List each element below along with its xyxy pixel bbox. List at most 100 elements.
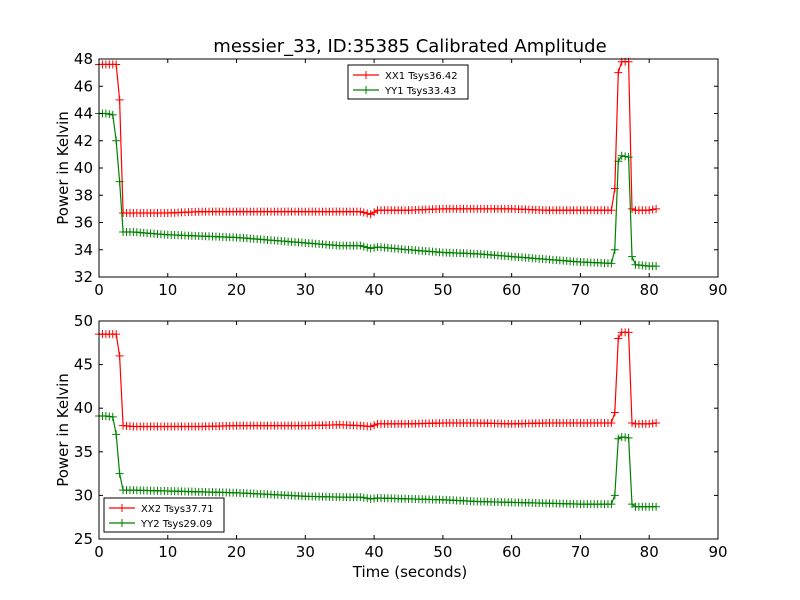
x-tick-label: 60	[502, 281, 521, 299]
x-tick-label: 20	[227, 543, 246, 561]
x-axis-label: Time (seconds)	[352, 563, 468, 581]
data-point-marker	[363, 209, 372, 218]
y-tick-label: 30	[74, 486, 93, 504]
data-point-marker	[645, 206, 654, 215]
data-point-marker	[359, 493, 368, 502]
x-tick-label: 50	[433, 543, 452, 561]
x-tick-label: 40	[365, 543, 384, 561]
data-point-marker	[624, 153, 633, 162]
data-point-marker	[366, 422, 375, 431]
data-point-marker	[617, 151, 626, 160]
x-tick-label: 80	[640, 543, 659, 561]
data-point-marker	[366, 244, 375, 253]
data-point-marker	[624, 433, 633, 442]
x-tick-label: 70	[571, 281, 590, 299]
data-point-marker	[628, 204, 637, 213]
data-point-marker	[607, 500, 616, 509]
x-tick-label: 70	[571, 543, 590, 561]
x-tick-label: 90	[708, 543, 727, 561]
y-tick-label: 44	[74, 105, 93, 123]
data-point-marker	[628, 252, 637, 261]
y-tick-label: 35	[74, 443, 93, 461]
y-tick-label: 40	[74, 159, 93, 177]
data-point-marker	[607, 259, 616, 268]
data-point-marker	[610, 245, 619, 254]
data-point-marker	[356, 207, 365, 216]
data-point-marker	[359, 208, 368, 217]
x-tick-label: 10	[158, 543, 177, 561]
bottom-y-axis-label: Power in Kelvin	[54, 373, 72, 487]
data-point-marker	[105, 110, 114, 119]
data-point-marker	[112, 430, 121, 439]
data-point-marker	[115, 177, 124, 186]
series-markers-1	[95, 57, 661, 219]
y-tick-label: 48	[74, 50, 93, 68]
top-y-axis-label: Power in Kelvin	[54, 111, 72, 225]
y-tick-label: 40	[74, 399, 93, 417]
y-tick-label: 36	[74, 214, 93, 232]
data-point-marker	[363, 243, 372, 252]
data-point-marker	[101, 109, 110, 118]
legend-box	[103, 497, 225, 533]
data-point-marker	[610, 408, 619, 417]
series-markers-2	[95, 412, 661, 511]
data-point-marker	[614, 334, 623, 343]
legend-swatch-marker	[118, 519, 126, 527]
x-tick-label: 10	[158, 281, 177, 299]
chart-title: messier_33, ID:35385 Calibrated Amplitud…	[213, 36, 606, 57]
x-tick-label: 30	[296, 543, 315, 561]
data-point-marker	[610, 491, 619, 500]
data-point-marker	[370, 243, 379, 252]
data-point-marker	[363, 494, 372, 503]
legend-box	[347, 64, 469, 100]
x-tick-label: 0	[94, 281, 104, 299]
legend: XX1 Tsys36.42 YY1 Tsys33.43	[347, 64, 469, 100]
y-tick-label: 46	[74, 77, 93, 95]
data-point-marker	[614, 434, 623, 443]
data-point-marker	[112, 60, 121, 69]
data-point-marker	[628, 419, 637, 428]
data-point-marker	[652, 262, 661, 271]
series-markers-2	[95, 109, 661, 271]
legend-entry-label: YY1 Tsys33.43	[384, 86, 456, 97]
data-point-marker	[607, 206, 616, 215]
x-tick-label: 20	[227, 281, 246, 299]
data-point-marker	[356, 241, 365, 250]
y-tick-label: 25	[74, 530, 93, 548]
top-panel: 0 10 20 30 40 50 60 70 80 90 32 34 36 38 40 42 44 46 48 XX1…	[74, 50, 728, 299]
x-tick-label: 30	[296, 281, 315, 299]
x-tick-label: 0	[94, 543, 104, 561]
legend-swatch-marker	[362, 71, 370, 79]
data-point-marker	[115, 469, 124, 478]
legend-entry-label: XX1 Tsys36.42	[385, 71, 458, 82]
data-point-marker	[108, 110, 117, 119]
x-tick-label: 80	[640, 281, 659, 299]
x-tick-label: 60	[502, 543, 521, 561]
data-point-marker	[370, 208, 379, 217]
data-point-marker	[621, 152, 630, 161]
y-tick-label: 42	[74, 132, 93, 150]
data-point-marker	[607, 419, 616, 428]
data-point-marker	[112, 330, 121, 339]
data-point-marker	[108, 412, 117, 421]
y-tick-label: 38	[74, 186, 93, 204]
x-tick-label: 90	[708, 281, 727, 299]
y-tick-label: 50	[74, 312, 93, 330]
legend-swatch-marker	[118, 504, 126, 512]
data-point-marker	[614, 157, 623, 166]
data-point-marker	[359, 242, 368, 251]
data-point-marker	[115, 95, 124, 104]
legend: XX2 Tsys37.71 YY2 Tsys29.09	[103, 497, 225, 533]
data-point-marker	[652, 204, 661, 213]
data-point-marker	[370, 421, 379, 430]
data-point-marker	[624, 328, 633, 337]
y-tick-label: 32	[74, 268, 93, 286]
data-point-marker	[112, 136, 121, 145]
plot-frame	[98, 320, 719, 540]
y-tick-label: 34	[74, 241, 93, 259]
legend-entry-label: XX2 Tsys37.71	[141, 504, 214, 515]
data-point-marker	[652, 419, 661, 428]
data-point-marker	[652, 502, 661, 511]
data-point-marker	[356, 493, 365, 502]
